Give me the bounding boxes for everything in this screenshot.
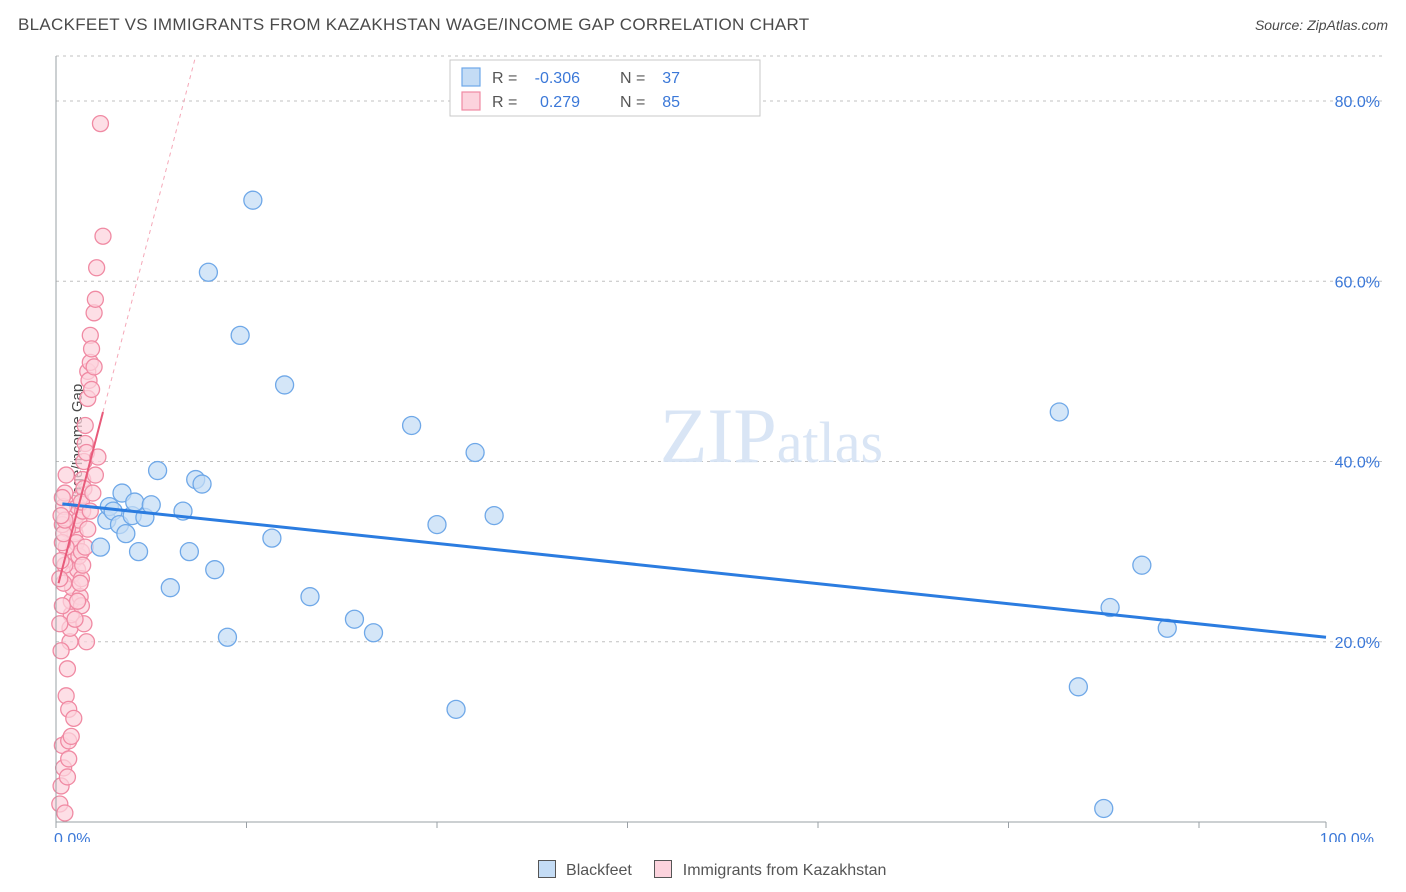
legend-swatch-blackfeet (538, 860, 556, 878)
svg-text:ZIPatlas: ZIPatlas (660, 392, 883, 479)
scatter-plot: ZIPatlas 0.0% 100.0% 20.0% 40.0% 60.0% 80.0% R … (50, 50, 1386, 842)
legend-swatch-kazakhstan (654, 860, 672, 878)
svg-text:80.0%: 80.0% (1335, 94, 1380, 111)
svg-text:37: 37 (662, 70, 680, 87)
svg-text:N =: N = (620, 70, 645, 87)
legend-label-kazakhstan: Immigrants from Kazakhstan (683, 862, 887, 879)
svg-text:40.0%: 40.0% (1335, 455, 1380, 472)
svg-text:20.0%: 20.0% (1335, 635, 1380, 652)
chart-header: BLACKFEET VS IMMIGRANTS FROM KAZAKHSTAN … (18, 10, 1388, 40)
bottom-legend: Blackfeet Immigrants from Kazakhstan (0, 860, 1406, 880)
chart-area: Wage/Income Gap ZIPatlas0.0%100.0%20.0%4… (50, 50, 1386, 842)
legend-label-blackfeet: Blackfeet (566, 862, 632, 879)
svg-text:N =: N = (620, 94, 645, 111)
source-attribution: Source: ZipAtlas.com (1255, 17, 1388, 33)
svg-text:R =: R = (492, 70, 517, 87)
svg-text:100.0%: 100.0% (1320, 831, 1374, 842)
svg-text:0.279: 0.279 (540, 94, 580, 111)
svg-text:0.0%: 0.0% (54, 831, 90, 842)
svg-text:R =: R = (492, 94, 517, 111)
svg-text:-0.306: -0.306 (535, 70, 580, 87)
svg-text:85: 85 (662, 94, 680, 111)
svg-text:60.0%: 60.0% (1335, 274, 1380, 291)
chart-title: BLACKFEET VS IMMIGRANTS FROM KAZAKHSTAN … (18, 15, 809, 35)
